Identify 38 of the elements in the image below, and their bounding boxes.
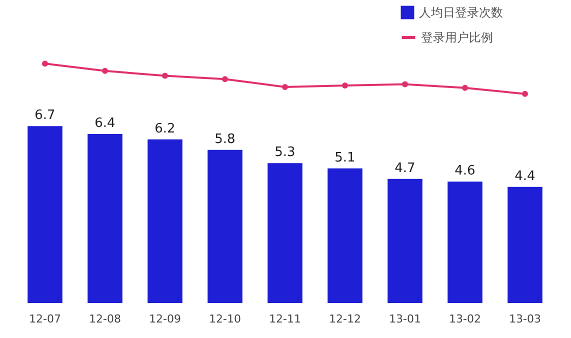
data-label: 5.3 [274,145,296,160]
point [342,82,348,88]
point [462,84,468,91]
legend-label: 人均日登录次数 [419,6,503,20]
data-label: 4.4 [514,168,536,184]
data-label: 4.6 [454,164,476,179]
bar [208,150,242,303]
data-label: 5.8 [214,132,236,147]
point [522,90,528,97]
x-tick-label: 12-08 [89,312,121,326]
bar [508,186,542,303]
x-tick-label: 13-03 [509,312,541,326]
x-tick-label: 12-10 [209,312,241,326]
bar [448,182,482,303]
data-label: 4.7 [394,160,416,176]
point [162,72,168,79]
legend-label: 登录用户比例 [421,30,493,44]
x-tick-label: 12-07 [29,312,61,326]
bar [388,178,422,303]
point [102,68,108,74]
data-label: 6.2 [154,121,176,136]
point [402,81,408,88]
bar [28,126,62,303]
point [42,60,48,67]
bar [328,168,362,303]
point [282,84,288,90]
x-tick-label: 13-02 [449,312,481,326]
data-label: 5.1 [334,150,356,166]
x-tick-label: 13-01 [389,312,421,326]
data-label: 6.4 [94,116,116,132]
x-tick-label: 12-11 [269,312,301,326]
point [222,76,228,82]
x-tick-label: 12-09 [149,312,181,326]
x-tick-label: 12-12 [329,312,361,326]
data-label: 6.7 [34,108,56,124]
bar [148,139,182,303]
bar [268,163,302,303]
bar [88,134,122,303]
